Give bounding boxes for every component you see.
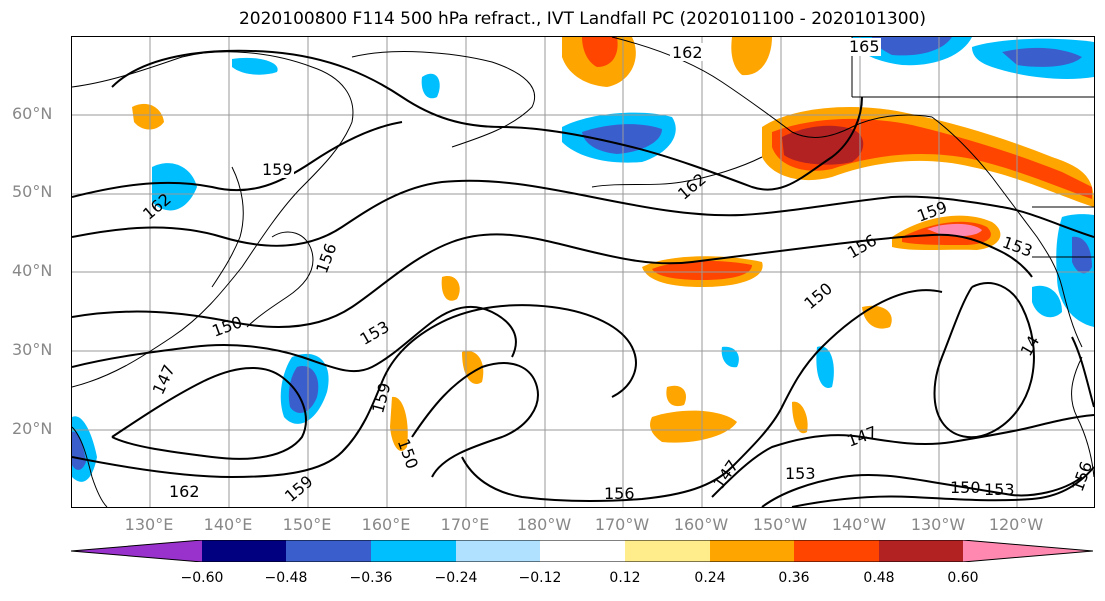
contour-label: 165	[849, 37, 880, 56]
lon-label-140e: 140°E	[203, 515, 253, 534]
lat-label-30n: 30°N	[12, 340, 53, 359]
colorbar-extend-low	[71, 540, 202, 562]
colorbar-tick: −0.24	[434, 570, 478, 586]
colorbar-extend-high	[963, 540, 1093, 562]
contour-label: 147	[844, 422, 879, 450]
contour-label: 14	[1017, 332, 1044, 359]
lon-label-170w: 170°W	[594, 515, 650, 534]
colorbar-tick: −0.36	[349, 570, 393, 586]
contour-label: 162	[169, 482, 200, 501]
contour-label: 150	[800, 279, 836, 313]
colorbar-bin	[625, 540, 710, 562]
colorbar-bin	[879, 540, 963, 562]
graticule	[72, 37, 1094, 507]
colorbar	[70, 539, 1094, 563]
contour-label: 159	[281, 472, 317, 506]
contour-label: 153	[1000, 232, 1035, 260]
map-panel: 162 165 159 162 162 156 159 156 153 150 …	[71, 36, 1095, 508]
lat-label-20n: 20°N	[12, 419, 53, 438]
lon-label-140w: 140°W	[831, 515, 887, 534]
lon-label-180w: 180°W	[516, 515, 572, 534]
colorbar-bin	[710, 540, 794, 562]
shaded-fields	[72, 37, 1094, 482]
lat-label-50n: 50°N	[12, 182, 53, 201]
contour-label: 159	[368, 381, 394, 415]
lon-label-160e: 160°E	[361, 515, 411, 534]
contour-labels: 162 165 159 162 162 156 159 156 153 150 …	[139, 37, 1094, 506]
lon-label-150w: 150°W	[752, 515, 808, 534]
contour-label: 159	[262, 160, 293, 179]
colorbar-tick: 0.36	[778, 570, 810, 586]
contour-label: 156	[604, 484, 635, 503]
contour-label: 153	[785, 464, 816, 483]
lon-label-120w: 120°W	[988, 515, 1044, 534]
colorbar-bin	[371, 540, 456, 562]
contour-label: 150	[394, 436, 422, 471]
contour-label: 150	[209, 312, 244, 340]
contour-label: 150	[950, 478, 981, 497]
lon-label-130w: 130°W	[910, 515, 966, 534]
lon-label-160w: 160°W	[673, 515, 729, 534]
colorbar-tick: −0.12	[518, 570, 562, 586]
lon-label-130e: 130°E	[124, 515, 174, 534]
colorbar-svg	[70, 539, 1094, 563]
colorbar-tick: 0.48	[863, 570, 895, 586]
contour-label: 162	[674, 169, 710, 203]
colorbar-bin	[794, 540, 879, 562]
coastlines	[72, 37, 1094, 507]
colorbar-tick: 0.24	[694, 570, 726, 586]
lat-label-40n: 40°N	[12, 261, 53, 280]
lat-label-60n: 60°N	[12, 104, 53, 123]
height-contours	[72, 49, 1094, 507]
colorbar-bin	[202, 540, 286, 562]
colorbar-bin	[456, 540, 540, 562]
figure-title: 2020100800 F114 500 hPa refract., IVT La…	[238, 9, 926, 29]
contour-label: 156	[1068, 459, 1094, 494]
colorbar-tick: 0.60	[947, 570, 979, 586]
contour-label: 153	[984, 480, 1015, 499]
map-svg: 162 165 159 162 162 156 159 156 153 150 …	[72, 37, 1094, 507]
contour-label: 147	[149, 362, 179, 398]
contour-label: 162	[672, 43, 703, 62]
colorbar-bin	[540, 540, 625, 562]
lon-label-150e: 150°E	[282, 515, 332, 534]
contour-label: 156	[312, 241, 340, 276]
contour-label: 156	[844, 231, 880, 263]
colorbar-tick: −0.60	[180, 570, 224, 586]
colorbar-bin	[286, 540, 371, 562]
colorbar-tick: −0.48	[264, 570, 308, 586]
colorbar-tick: 0.12	[609, 570, 641, 586]
lon-label-170e: 170°E	[440, 515, 490, 534]
